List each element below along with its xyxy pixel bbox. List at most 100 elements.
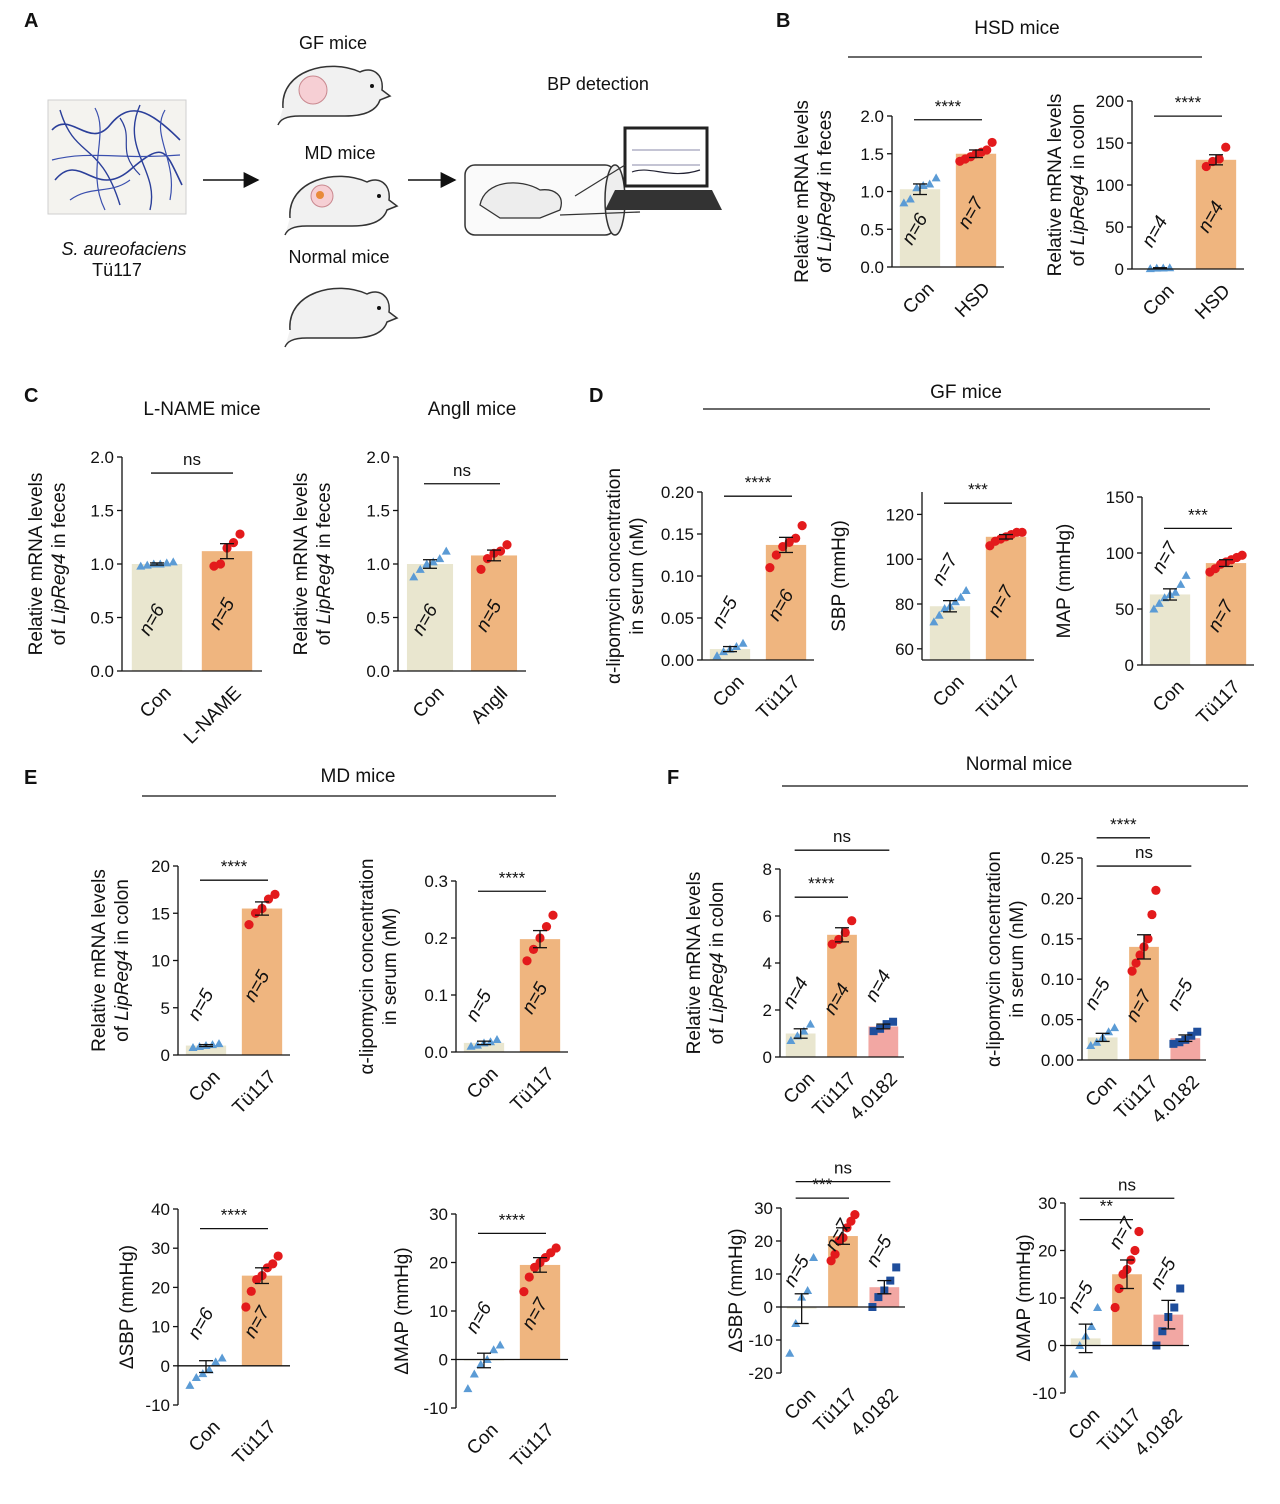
bar-tü117 [985, 536, 1027, 660]
data-point [738, 638, 748, 647]
n-label: n=5 [780, 1252, 815, 1291]
y-tick-label: 0 [1125, 656, 1134, 675]
x-tick-label: 4.0182 [1148, 1072, 1204, 1128]
data-point [1181, 570, 1191, 579]
data-point [1175, 1038, 1184, 1047]
significance-label: **** [1110, 815, 1137, 834]
data-point [548, 910, 558, 920]
x-tick-label: Con [185, 1417, 224, 1456]
data-point [1134, 1226, 1144, 1237]
x-tick-label: Tü117 [229, 1067, 281, 1119]
y-tick-label: 10 [429, 1302, 448, 1321]
data-point [246, 1286, 256, 1296]
data-point [489, 1345, 499, 1354]
y-axis-label: ΔMAP (mmHg) [1014, 1234, 1035, 1361]
y-tick-label: 4 [763, 954, 772, 973]
strain-code: Tü117 [92, 260, 142, 280]
y-tick-label: 0.5 [90, 609, 114, 628]
y-tick-label: 2.0 [366, 448, 390, 467]
data-point [850, 1210, 860, 1220]
y-tick-label: 20 [429, 1254, 448, 1273]
bar-tü117 [827, 934, 857, 1057]
group-title-hsd: HSD mice [974, 18, 1060, 39]
data-point [476, 564, 486, 574]
data-point [273, 1251, 283, 1261]
y-tick-label: 0 [161, 1357, 170, 1376]
y-tick-label: 0.05 [661, 609, 694, 628]
data-point [142, 560, 152, 569]
data-point [476, 1359, 486, 1368]
x-tick-label: Con [409, 683, 448, 722]
data-point [524, 1272, 534, 1282]
y-axis-label: of LipReg4 in colon [707, 882, 728, 1045]
x-tick-label: Tü117 [507, 1420, 559, 1472]
y-axis-label: Relative mRNA levels [26, 473, 47, 656]
y-axis-label: of LipReg4 in feces [815, 110, 836, 273]
data-point [1130, 1245, 1140, 1256]
significance-label: ** [1100, 1197, 1114, 1216]
data-point [899, 198, 909, 207]
y-axis-label: α-lipomycin concentration [357, 859, 378, 1075]
data-point [874, 1293, 883, 1302]
data-point [228, 538, 239, 548]
x-tick-label: 4.0182 [1131, 1405, 1187, 1461]
data-point [869, 1027, 878, 1036]
y-tick-label: 100 [886, 550, 914, 569]
data-point [961, 586, 971, 595]
y-tick-label: 200 [1096, 92, 1124, 111]
y-tick-label: 1.0 [90, 555, 114, 574]
data-point [987, 137, 997, 148]
y-axis-label: in serum (nM) [627, 517, 648, 634]
data-point [931, 173, 941, 182]
colony-micrograph [47, 99, 187, 215]
data-point [198, 1369, 208, 1378]
y-tick-label: 20 [1038, 1242, 1057, 1261]
panel-a-schematic: S. aureofaciens Tü117 GF mice MD mice No… [47, 33, 722, 348]
x-tick-label: Tü117 [507, 1064, 559, 1116]
y-tick-label: 0 [439, 1351, 448, 1370]
data-point [1087, 1322, 1097, 1330]
data-point [1149, 604, 1159, 613]
x-tick-label: HSD [951, 279, 994, 322]
x-tick-label: AngⅡ [467, 683, 512, 728]
data-point [847, 916, 857, 926]
y-axis-label: of LipReg4 in feces [314, 483, 335, 646]
y-tick-label: 20 [754, 1232, 773, 1251]
data-point [136, 561, 146, 570]
data-point [826, 1256, 836, 1266]
data-point [441, 546, 451, 555]
n-label: n=5 [1064, 1278, 1099, 1317]
data-point [1086, 1040, 1096, 1049]
chart-b1: 0.0 0.5 1.0 1.5 2.0 Relative mRNA levels of Li… [792, 97, 1004, 322]
data-point [528, 944, 539, 955]
bar-l-name [201, 551, 253, 671]
mouse-gf-icon [277, 65, 392, 126]
y-tick-label: 10 [151, 1318, 170, 1337]
y-tick-label: 0 [763, 1048, 772, 1067]
data-point [1160, 593, 1170, 602]
data-point [466, 1041, 476, 1050]
data-point [792, 1031, 802, 1040]
data-point [889, 1017, 898, 1026]
y-tick-label: 6 [763, 907, 772, 926]
data-point [1170, 587, 1180, 596]
y-tick-label: 1.0 [860, 183, 884, 202]
x-tick-label: Con [463, 1064, 502, 1103]
data-point [809, 1253, 819, 1261]
data-point [241, 1302, 251, 1312]
y-tick-label: 100 [1106, 544, 1134, 563]
data-point [188, 1042, 198, 1051]
data-point [940, 603, 950, 612]
data-point [492, 1034, 502, 1043]
y-tick-label: -10 [145, 1396, 170, 1415]
x-tick-label: Tü117 [229, 1417, 281, 1469]
chart-d1: 0.00 0.05 0.10 0.15 0.20 α-lipomycin concentr… [604, 468, 814, 724]
bar-con [929, 606, 971, 660]
y-tick-label: 60 [895, 640, 914, 659]
y-axis-label: Relative mRNA levels [89, 869, 110, 1052]
data-point [469, 1369, 479, 1378]
significance-label: *** [968, 480, 988, 499]
x-tick-label: Tü117 [753, 672, 805, 724]
